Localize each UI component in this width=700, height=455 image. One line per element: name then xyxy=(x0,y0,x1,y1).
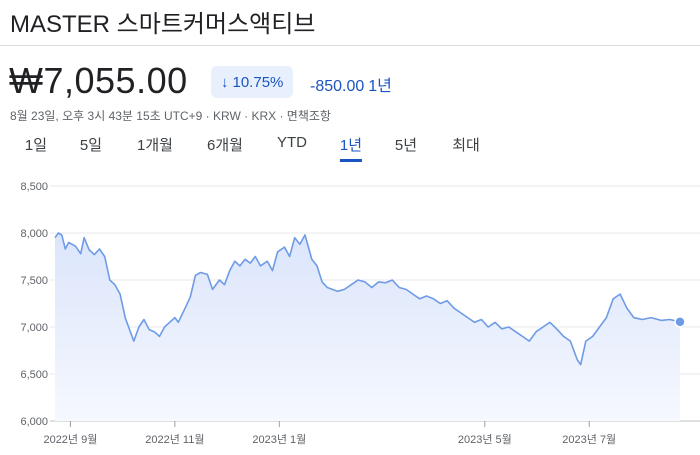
tab-max[interactable]: 최대 xyxy=(452,137,480,154)
x-tick-label: 2022년 11월 xyxy=(145,433,204,446)
header-divider xyxy=(0,45,700,46)
tab-ytd[interactable]: YTD xyxy=(277,134,307,151)
current-price-marker[interactable] xyxy=(674,316,686,328)
chart-area xyxy=(54,232,686,421)
y-tick-label: 8,000 xyxy=(20,228,48,240)
change-period: 1년 xyxy=(368,78,392,95)
price-chart[interactable]: 8,500 8,000 7,500 7,000 6,500 6,000 2022년 9월 20… xyxy=(0,170,700,455)
tab-1y[interactable]: 1년 xyxy=(339,134,363,162)
x-tick-label: 2023년 7월 xyxy=(562,433,616,446)
x-tick-label: 2022년 9월 xyxy=(43,433,97,446)
chart-axes: 8,500 8,000 7,500 7,000 6,500 6,000 2022년 9월 20… xyxy=(20,181,616,446)
y-tick-label: 7,000 xyxy=(20,322,48,334)
price-line xyxy=(54,232,681,366)
y-tick-label: 7,500 xyxy=(20,275,48,287)
current-price: ₩7,055.00 xyxy=(9,60,188,101)
x-tick-label: 2023년 5월 xyxy=(458,433,512,446)
arrow-down-icon: ↓ xyxy=(221,73,229,91)
y-tick-label: 6,000 xyxy=(20,416,48,428)
y-tick-label: 6,500 xyxy=(20,369,48,381)
range-tabs: 1일 5일 1개월 6개월 YTD 1년 5년 최대 xyxy=(0,130,700,162)
x-tick-label: 2023년 1월 xyxy=(252,433,306,446)
absolute-change: -850.00 1년 xyxy=(310,72,392,96)
percent-change-value: 10.75% xyxy=(232,73,284,91)
y-tick-label: 8,500 xyxy=(20,181,48,193)
price-area-fill xyxy=(55,233,680,421)
fund-title: MASTER 스마트커머스액티브 xyxy=(10,11,316,38)
tab-6m[interactable]: 6개월 xyxy=(207,137,243,154)
absolute-change-value: -850.00 xyxy=(310,78,365,95)
tab-1m[interactable]: 1개월 xyxy=(137,137,173,154)
percent-change-badge: ↓ 10.75% xyxy=(211,66,294,98)
tab-1d[interactable]: 1일 xyxy=(24,137,48,154)
quote-meta[interactable]: 8월 23일, 오후 3시 43분 15초 UTC+9 · KRW · KRX … xyxy=(10,109,331,123)
tab-5d[interactable]: 5일 xyxy=(79,137,103,154)
tab-5y[interactable]: 5년 xyxy=(394,137,418,154)
